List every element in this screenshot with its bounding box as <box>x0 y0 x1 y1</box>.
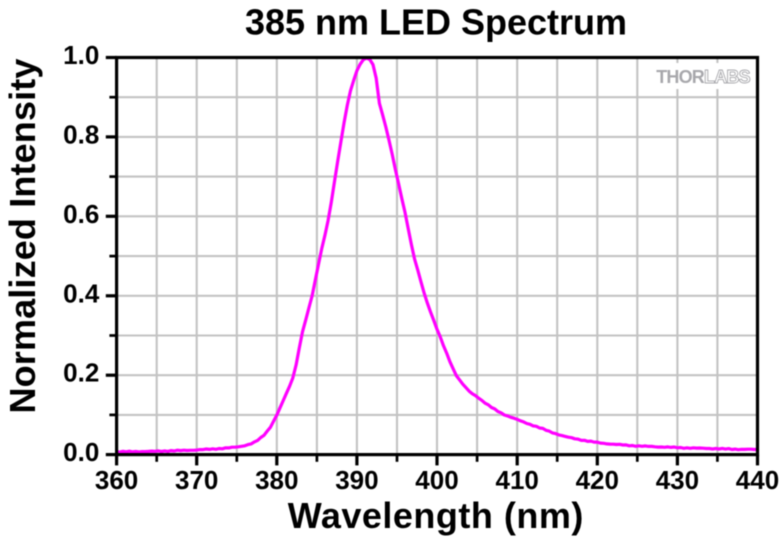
svg-text:THORLABS: THORLABS <box>656 67 750 87</box>
svg-text:0.0: 0.0 <box>63 437 99 467</box>
svg-text:Normalized Intensity: Normalized Intensity <box>2 58 43 413</box>
svg-text:440: 440 <box>736 465 779 495</box>
svg-text:420: 420 <box>576 465 619 495</box>
svg-text:390: 390 <box>335 465 378 495</box>
svg-text:0.2: 0.2 <box>63 358 99 388</box>
svg-text:380: 380 <box>255 465 298 495</box>
svg-text:1.0: 1.0 <box>63 40 99 70</box>
svg-text:400: 400 <box>415 465 458 495</box>
svg-text:430: 430 <box>656 465 699 495</box>
svg-text:0.4: 0.4 <box>63 278 100 308</box>
svg-text:370: 370 <box>175 465 218 495</box>
svg-text:0.8: 0.8 <box>63 119 99 149</box>
svg-text:0.6: 0.6 <box>63 199 99 229</box>
svg-text:Wavelength (nm): Wavelength (nm) <box>288 495 584 536</box>
svg-text:385 nm LED Spectrum: 385 nm LED Spectrum <box>245 2 627 43</box>
svg-text:360: 360 <box>95 465 138 495</box>
svg-text:410: 410 <box>496 465 539 495</box>
